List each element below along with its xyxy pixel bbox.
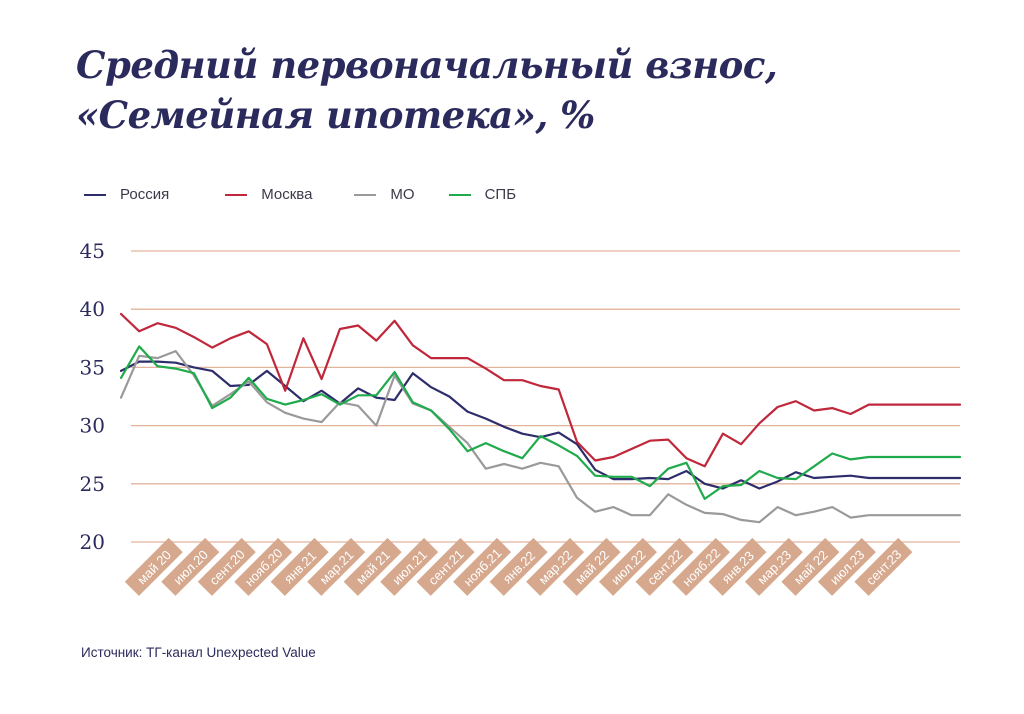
legend-swatch-spb	[448, 193, 471, 196]
legend-label-mo: МО	[390, 186, 415, 203]
chart-title: Средний первоначальный взнос, «Семейная …	[76, 40, 778, 140]
x-tick-tag-8	[416, 537, 475, 596]
y-tick-label-35: 35	[80, 355, 105, 379]
x-tick-tag-5	[307, 537, 366, 596]
x-tick-tag-17	[744, 537, 803, 596]
x-tick-tag-4	[270, 537, 329, 596]
legend-label-moscow: Москва	[261, 186, 313, 203]
x-tick-tag-12	[562, 537, 621, 596]
x-tick-tag-13	[598, 537, 657, 596]
series-line-1	[119, 312, 962, 468]
legend-item-moscow: Москва	[225, 186, 312, 203]
x-tick-tag-16	[708, 537, 767, 596]
x-tick-tag-10	[489, 537, 548, 596]
x-tick-tag-3	[234, 537, 293, 596]
series-line-3	[119, 345, 962, 500]
x-tick-tag-14	[635, 537, 694, 596]
y-tick-label-30: 30	[80, 414, 105, 438]
chart-title-line2: «Семейная ипотека», %	[76, 93, 595, 137]
legend-item-russia: Россия	[84, 186, 169, 203]
x-tick-tag-20	[854, 537, 913, 596]
y-tick-label-20: 20	[80, 530, 105, 554]
legend-label-russia: Россия	[120, 186, 170, 203]
legend: Россия Москва МО СПБ	[84, 186, 550, 203]
legend-swatch-russia	[84, 193, 106, 196]
x-tick-tag-9	[453, 537, 512, 596]
y-tick-label-25: 25	[80, 472, 105, 496]
chart-title-line1: Средний первоначальный взнос,	[76, 43, 778, 87]
legend-item-spb: СПБ	[448, 186, 517, 203]
legend-swatch-mo	[354, 193, 377, 196]
x-tick-tag-0	[124, 537, 183, 596]
legend-label-spb: СПБ	[484, 186, 517, 203]
x-tick-tag-6	[343, 537, 402, 596]
x-tick-tag-19	[817, 537, 876, 596]
x-tick-tag-15	[671, 537, 730, 596]
x-tick-tag-11	[526, 537, 585, 596]
x-tick-tag-7	[380, 537, 439, 596]
y-tick-label-40: 40	[80, 297, 105, 321]
x-tick-tag-18	[781, 537, 840, 596]
x-tick-tag-1	[161, 537, 220, 596]
series-line-2	[119, 350, 962, 524]
legend-item-mo: МО	[354, 186, 415, 203]
legend-swatch-moscow	[225, 193, 248, 196]
source-note: Источник: ТГ-канал Unexpected Value	[81, 645, 316, 660]
y-tick-label-45: 45	[80, 239, 105, 263]
x-tick-tag-2	[197, 537, 256, 596]
